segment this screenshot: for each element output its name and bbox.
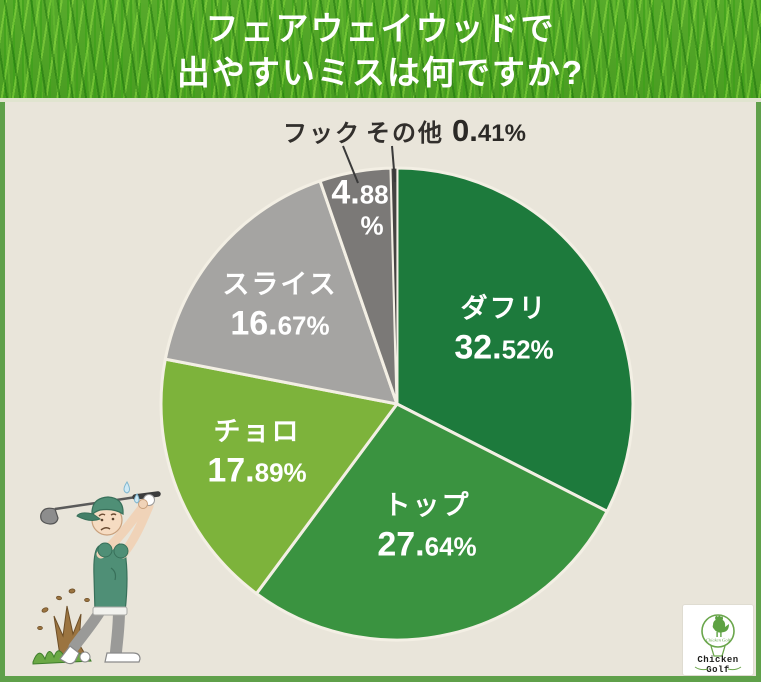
logo-script-text: Chicken Golf (706, 638, 731, 643)
page-title-line2: 出やすいミスは何ですか? (176, 54, 585, 92)
logo-text-golf: Golf (706, 665, 730, 675)
pie-slice-1 (395, 166, 635, 513)
slice-name: ダフリ (460, 293, 548, 324)
frame-border-right (756, 98, 761, 682)
slice-label-2: トップ 27.64% (377, 490, 476, 563)
sweat-drops (123, 481, 140, 504)
slice-label-3: チョロ 17.89% (207, 416, 306, 489)
slice-value: 16.67% (230, 304, 330, 343)
slice-value: 27.64% (377, 525, 477, 564)
golfer-cap-brim (76, 512, 102, 521)
pie-slice-3 (159, 357, 399, 596)
slice-percent-sign: % (360, 210, 384, 241)
slice-name: スライス (222, 269, 338, 300)
chicken-golf-logo: Chicken Golf Chicken Golf (683, 605, 753, 675)
page-title-line1: フェアウェイウッドで (205, 10, 556, 47)
logo-tee-mark: Chicken Golf (701, 614, 735, 657)
slice-label-4: スライス 16.67% (222, 269, 337, 342)
slice-label-1: ダフリ 32.52% (454, 293, 553, 366)
slice-name: チョロ (213, 416, 301, 447)
slice-value: 0.41% (452, 113, 526, 148)
slice-value: 4.88 (331, 173, 389, 212)
page-title: フェアウェイウッドで 出やすいミスは何ですか? (0, 0, 761, 95)
callout-line-5 (342, 145, 359, 184)
slice-callout-name-5: フック (283, 120, 361, 148)
slice-value: 17.89% (207, 451, 307, 490)
slice-value: 32.52% (454, 328, 554, 367)
golfer-front-shoe (104, 652, 141, 663)
golfer-back-shoe (59, 645, 80, 665)
golfer-belt (92, 606, 128, 616)
slice-name: その他 (366, 120, 445, 147)
slice-name: トップ (383, 490, 471, 521)
frame-border-bottom (0, 676, 761, 682)
chicken-icon (712, 615, 729, 637)
golfer-illustration (32, 481, 161, 665)
golf-ball (79, 651, 91, 663)
callout-line-6 (391, 145, 396, 183)
golfer-cap (91, 496, 124, 517)
frame-border-left (0, 98, 5, 682)
header-banner: フェアウェイウッドで 出やすいミスは何ですか? (0, 0, 761, 102)
pie-slice-2 (254, 402, 609, 642)
logo-text-chicken: Chicken (697, 655, 738, 665)
slice-label-5: 4.88% (331, 173, 388, 240)
golfer-front-leg (110, 604, 125, 658)
slice-callout-6: その他 0.41% (366, 113, 526, 149)
